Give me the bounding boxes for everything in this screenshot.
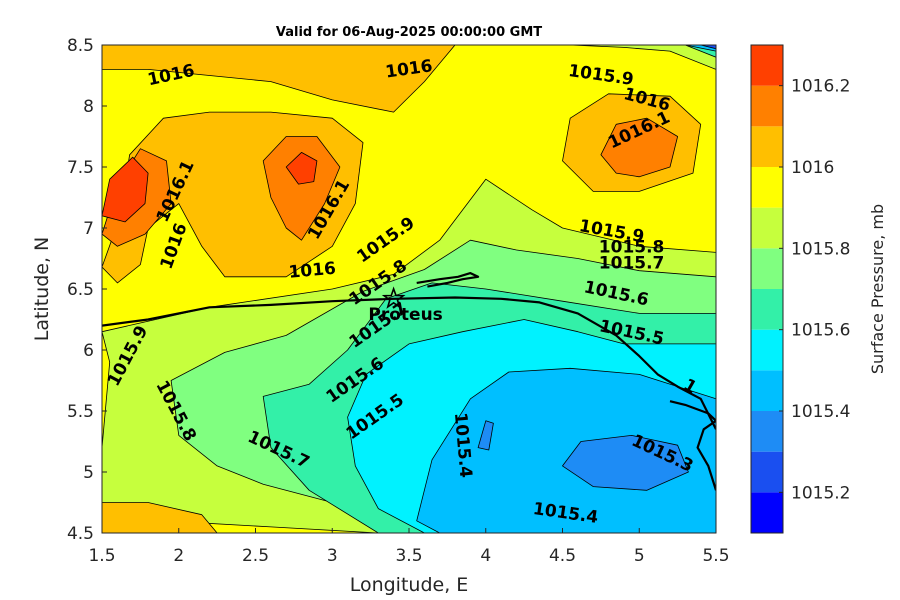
x-tick-label-8: 5.5 [702, 546, 729, 566]
contour-region-1016-9 [102, 45, 456, 113]
contour-region-1015.2-20 [700, 45, 716, 50]
x-tick-label-5: 4 [480, 546, 491, 566]
coast-detail [416, 272, 480, 288]
colorbar-band-10 [751, 85, 783, 127]
plot-area: 1016 1016 1015.910161016.11016.110161016.1… [102, 45, 716, 533]
colorbar-band-2 [751, 411, 783, 452]
colorbar-band-3 [751, 370, 783, 411]
contour-label-13: 1015.8 [599, 238, 665, 258]
x-axis-ticks: 1.5 2 2.5 3 3.5 4 4.5 5 5.5 [88, 528, 730, 566]
colorbar-label: Surface Pressure, mb [868, 204, 887, 374]
y-tick-label-2: 5.5 [67, 402, 94, 422]
x-tick-label-1: 2 [173, 546, 184, 566]
colorbar-tick-label-2: 1015.6 [791, 321, 850, 341]
colorbar-band-1 [751, 451, 783, 493]
contour-region-1015.3-7 [477, 420, 494, 451]
location-marker: Proteus [368, 286, 443, 325]
y-tick-label-8: 8.5 [67, 36, 94, 56]
contour-region-1016.2-15 [102, 156, 149, 223]
colorbar-band-0 [751, 492, 783, 533]
colorbar-tick-label-3: 1015.8 [791, 239, 850, 259]
coastline [102, 296, 716, 430]
x-axis-label: Longitude, E [350, 574, 469, 596]
x-tick-label-7: 5 [634, 546, 645, 566]
coast-east [669, 400, 716, 491]
y-tick-label-1: 5 [83, 463, 94, 483]
colorbar-band-9 [751, 126, 783, 167]
contour-region-1016.1-13 [262, 136, 341, 241]
y-tick-label-5: 7 [83, 219, 94, 239]
chart-title: Valid for 06-Aug-2025 00:00:00 GMT [276, 25, 542, 40]
y-tick-label-7: 8 [83, 97, 94, 117]
colorbar-band-11 [751, 45, 783, 86]
colorbar-band-4 [751, 329, 783, 371]
contour-region-1016.2-16 [285, 151, 318, 185]
x-tick-label-2: 2.5 [242, 546, 269, 566]
colorbar [751, 45, 783, 533]
colorbar-frame [750, 44, 784, 534]
colorbar-band-8 [751, 167, 783, 208]
x-tick-label-0: 1.5 [88, 546, 115, 566]
contour-fills [102, 45, 716, 533]
y-tick-label-4: 6.5 [67, 280, 94, 300]
colorbar-tick-label-5: 1016.2 [791, 77, 850, 97]
y-axis-ticks: 4.5 5 5.5 6 6.5 7 7.5 8 8.5 [67, 36, 107, 544]
contour-region-1015.3-6 [562, 434, 689, 491]
y-tick-label-0: 4.5 [67, 524, 94, 544]
colorbar-band-6 [751, 248, 783, 289]
y-tick-label-6: 7.5 [67, 158, 94, 178]
x-tick-label-3: 3 [327, 546, 338, 566]
location-star [381, 286, 406, 309]
x-tick-label-6: 4.5 [549, 546, 576, 566]
colorbar-tick-label-1: 1015.4 [791, 402, 850, 422]
contour-region-1015.8-17 [569, 45, 716, 70]
y-tick-label-3: 6 [83, 341, 94, 361]
colorbar-band-7 [751, 207, 783, 249]
contour-label-14: 1015.7 [599, 253, 665, 273]
y-axis-label: Latitude, N [31, 237, 53, 342]
contour-label-8: 1016 [288, 259, 337, 283]
colorbar-tick-label-0: 1015.2 [791, 483, 850, 503]
colorbar-tick-label-4: 1016 [791, 158, 834, 178]
x-tick-label-4: 3.5 [395, 546, 422, 566]
colorbar-ticks: 1015.2 1015.4 1015.6 1015.8 1016 1016.2 [779, 77, 850, 503]
location-label: Proteus [368, 305, 442, 325]
contour-region-1016.1-14 [600, 117, 678, 178]
contour-region-1016-11 [102, 502, 218, 533]
colorbar-band-5 [751, 289, 783, 330]
contour-region-1015.4-5 [416, 367, 716, 533]
coastline [102, 272, 716, 491]
